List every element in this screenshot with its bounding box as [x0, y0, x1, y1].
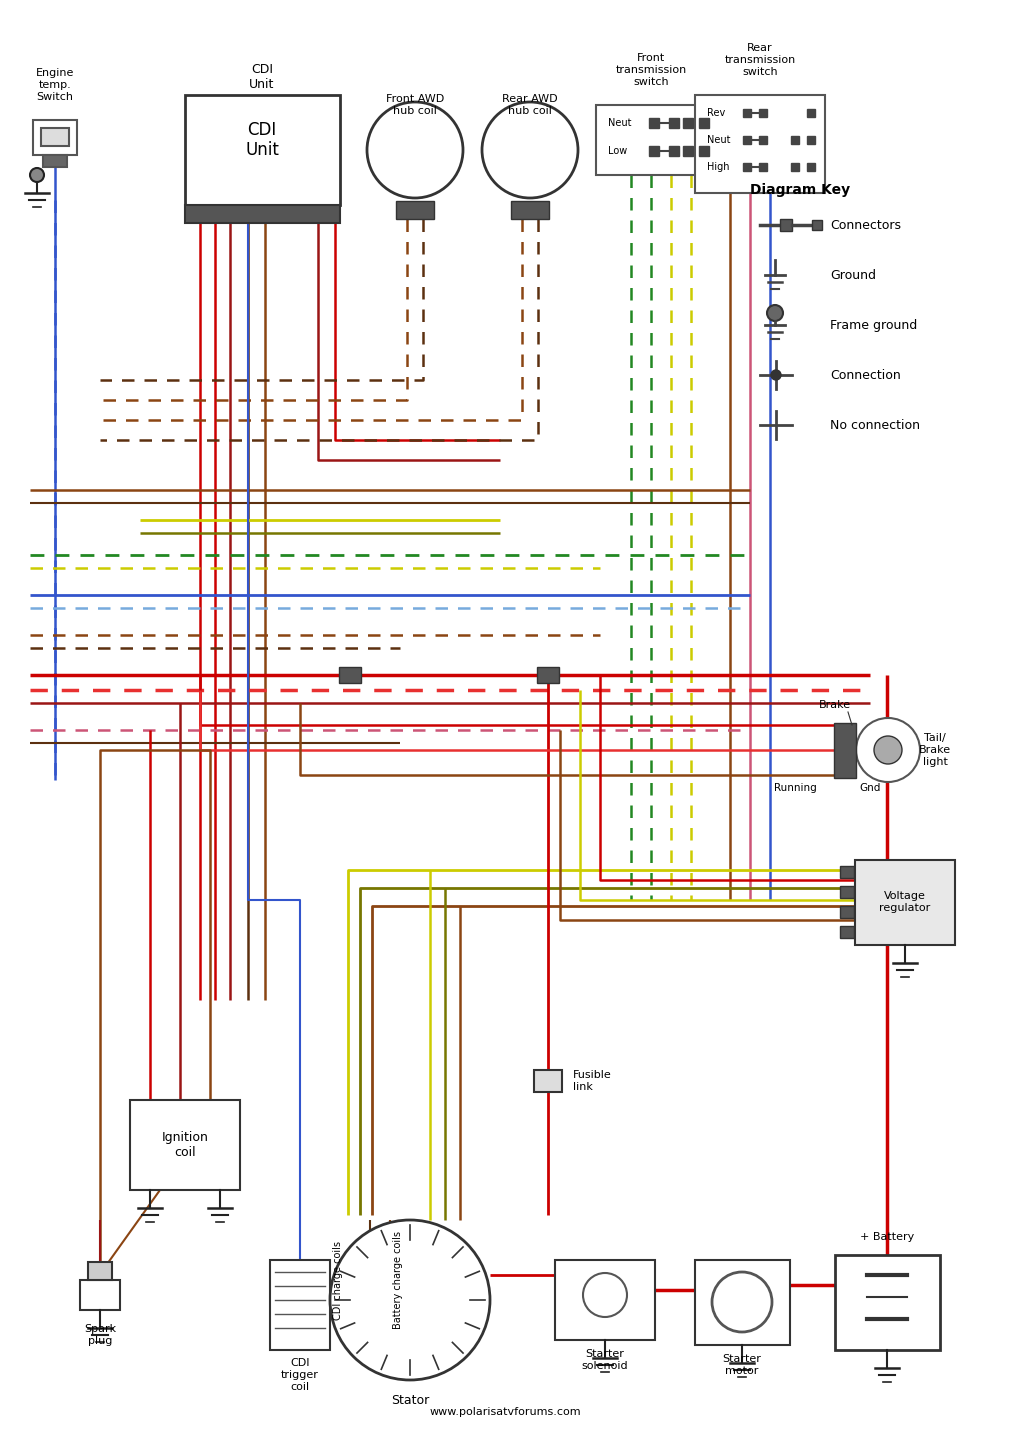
- Bar: [396, 200, 434, 219]
- Bar: [596, 105, 706, 175]
- Circle shape: [330, 1220, 490, 1380]
- Bar: [339, 667, 361, 683]
- Text: Brake: Brake: [819, 700, 851, 710]
- Text: Gnd: Gnd: [860, 783, 881, 793]
- Text: CDI
Unit: CDI Unit: [245, 120, 279, 159]
- Text: Connection: Connection: [830, 368, 901, 381]
- Bar: [185, 95, 340, 205]
- Bar: [130, 1100, 240, 1190]
- Circle shape: [771, 369, 781, 379]
- Text: Rear AWD
hub coil: Rear AWD hub coil: [502, 95, 558, 116]
- Circle shape: [482, 102, 578, 198]
- Text: Fusible
link: Fusible link: [573, 1070, 612, 1091]
- Text: CDI
Unit: CDI Unit: [249, 63, 275, 92]
- Bar: [185, 205, 340, 223]
- Text: Starter
motor: Starter motor: [722, 1355, 762, 1376]
- Bar: [812, 221, 822, 231]
- Bar: [41, 127, 69, 146]
- Text: Battery charge coils: Battery charge coils: [393, 1232, 403, 1329]
- Text: www.polarisatvforums.com: www.polarisatvforums.com: [429, 1408, 581, 1418]
- Circle shape: [767, 305, 783, 321]
- Bar: [534, 1070, 562, 1093]
- Bar: [855, 861, 955, 945]
- Text: Running: Running: [774, 783, 816, 793]
- Text: Front
transmission
switch: Front transmission switch: [615, 53, 687, 86]
- Text: Low: Low: [608, 146, 627, 156]
- Circle shape: [367, 102, 463, 198]
- Bar: [88, 1262, 112, 1280]
- Bar: [840, 866, 854, 878]
- Text: Neut: Neut: [608, 117, 631, 127]
- Bar: [840, 906, 854, 918]
- Text: Stator: Stator: [391, 1393, 429, 1406]
- Bar: [695, 1260, 790, 1345]
- Bar: [270, 1260, 330, 1350]
- Text: + Battery: + Battery: [860, 1232, 914, 1242]
- Text: Neut: Neut: [707, 135, 730, 145]
- Text: High: High: [707, 162, 729, 172]
- Text: Tail/
Brake
light: Tail/ Brake light: [919, 733, 951, 766]
- Bar: [834, 723, 856, 778]
- Text: Rear
transmission
switch: Rear transmission switch: [724, 43, 796, 76]
- Text: Diagram Key: Diagram Key: [750, 183, 850, 198]
- Circle shape: [30, 168, 44, 182]
- Text: Starter
solenoid: Starter solenoid: [582, 1349, 628, 1370]
- Bar: [511, 200, 549, 219]
- Text: Front AWD
hub coil: Front AWD hub coil: [386, 95, 444, 116]
- Bar: [43, 155, 67, 168]
- Bar: [840, 927, 854, 938]
- Bar: [33, 120, 77, 155]
- Circle shape: [856, 717, 920, 782]
- Text: Ignition
coil: Ignition coil: [162, 1131, 208, 1158]
- Bar: [780, 219, 792, 231]
- Text: No connection: No connection: [830, 418, 920, 431]
- Text: CDI charge coils: CDI charge coils: [333, 1240, 343, 1319]
- Text: Ground: Ground: [830, 269, 876, 282]
- Text: Rev: Rev: [707, 107, 725, 117]
- Text: Engine
temp.
Switch: Engine temp. Switch: [35, 69, 74, 102]
- Text: CDI
trigger
coil: CDI trigger coil: [281, 1359, 319, 1392]
- Text: Voltage
regulator: Voltage regulator: [880, 891, 930, 912]
- Bar: [556, 1260, 655, 1340]
- Bar: [537, 667, 559, 683]
- Circle shape: [874, 736, 902, 765]
- Text: Frame ground: Frame ground: [830, 318, 917, 331]
- Bar: [840, 886, 854, 898]
- Bar: [80, 1280, 120, 1310]
- Circle shape: [712, 1272, 772, 1332]
- Text: Spark
plug: Spark plug: [84, 1325, 116, 1346]
- Bar: [835, 1254, 940, 1350]
- Text: Connectors: Connectors: [830, 219, 901, 232]
- Bar: [695, 95, 825, 193]
- Circle shape: [583, 1273, 627, 1317]
